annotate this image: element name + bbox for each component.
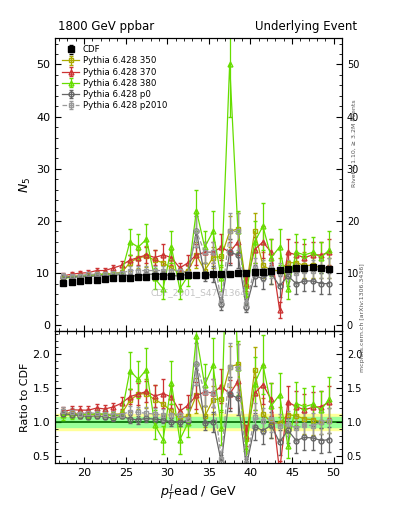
Bar bbox=[55, 417, 342, 427]
Y-axis label: Ratio to CDF: Ratio to CDF bbox=[20, 362, 29, 432]
Legend: CDF, Pythia 6.428 350, Pythia 6.428 370, Pythia 6.428 380, Pythia 6.428 p0, Pyth: CDF, Pythia 6.428 350, Pythia 6.428 370,… bbox=[59, 42, 169, 113]
Bar bbox=[55, 414, 342, 430]
X-axis label: $p_T^{\,l}$ead / GeV: $p_T^{\,l}$ead / GeV bbox=[160, 482, 237, 502]
Text: CDF_2001_S4751364: CDF_2001_S4751364 bbox=[151, 288, 246, 297]
Text: 1800 GeV ppbar: 1800 GeV ppbar bbox=[58, 20, 154, 33]
Text: mcplots.cern.ch [arXiv:1306.3436]: mcplots.cern.ch [arXiv:1306.3436] bbox=[360, 263, 365, 372]
Text: Underlying Event: Underlying Event bbox=[255, 20, 358, 33]
Y-axis label: $N_5$: $N_5$ bbox=[18, 177, 33, 193]
Text: Rivet 3.1.10, ≥ 3.2M events: Rivet 3.1.10, ≥ 3.2M events bbox=[352, 99, 357, 187]
